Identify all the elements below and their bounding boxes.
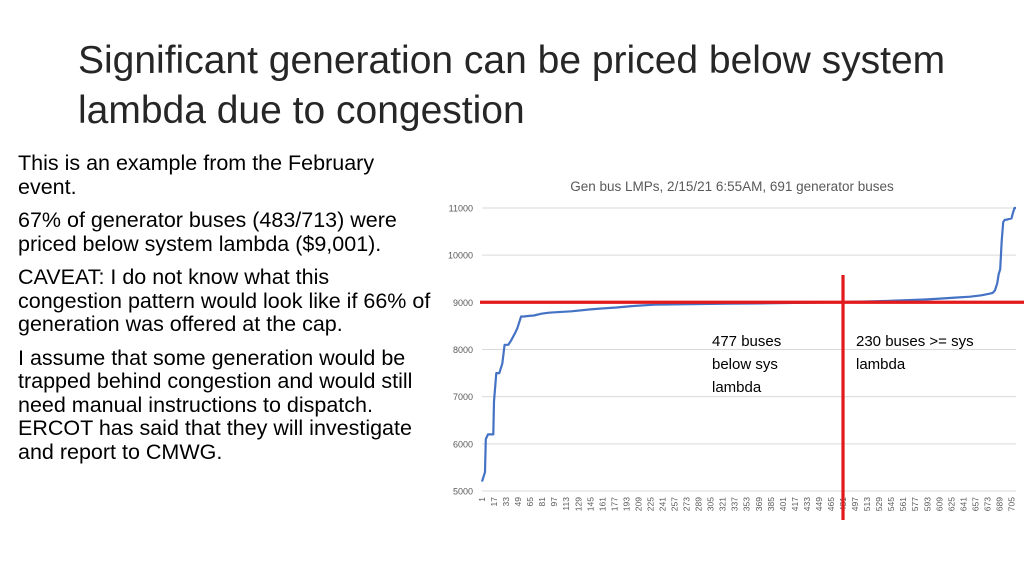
chart-svg: Gen bus LMPs, 2/15/21 6:55AM, 691 genera… [448,179,1024,520]
annotation-below-lambda: 477 buses below sys lambda [712,333,782,396]
x-tick-label: 689 [994,497,1004,511]
y-tick-label: 6000 [453,439,473,449]
x-tick-label: 577 [910,497,920,511]
x-tick-label: 17 [489,497,499,507]
y-tick-label: 5000 [453,487,473,497]
x-tick-label: 369 [754,497,764,511]
x-tick-label: 273 [682,497,692,511]
y-tick-label: 9000 [453,298,473,308]
x-tick-label: 81 [537,497,547,507]
x-tick-label: 129 [573,497,583,511]
x-tick-label: 545 [886,497,896,511]
x-tick-label: 33 [501,497,511,507]
x-tick-label: 385 [766,497,776,511]
x-tick-label: 161 [597,497,607,511]
y-tick-label: 11000 [449,204,473,214]
x-tick-label: 225 [645,497,655,511]
body-paragraph-intro: This is an example from the February eve… [18,151,375,199]
body-paragraph-stat: 67% of generator buses (483/713) were pr… [18,208,397,256]
x-tick-label: 561 [898,497,908,511]
x-tick-label: 321 [718,497,728,511]
x-tick-label: 593 [922,497,932,511]
x-tick-label: 177 [609,497,619,511]
x-tick-label: 113 [561,497,571,511]
body-paragraph-caveat: CAVEAT: I do not know what this congesti… [18,265,431,336]
x-tick-label: 145 [585,497,595,511]
annotation-above-lambda: 230 buses >= sys lambda [856,333,974,373]
x-tick-label: 497 [850,497,860,511]
x-tick-label: 337 [730,497,740,511]
x-tick-label: 673 [982,497,992,511]
chart-title: Gen bus LMPs, 2/15/21 6:55AM, 691 genera… [570,179,894,194]
series-line [480,206,1016,482]
x-tick-label: 641 [958,497,968,511]
x-tick-label: 417 [790,497,800,511]
y-tick-label: 10000 [448,251,473,261]
body-paragraph-assumption: I assume that some generation would be t… [18,345,413,464]
chart: Gen bus LMPs, 2/15/21 6:55AM, 691 genera… [440,160,1024,520]
x-tick-label: 705 [1006,497,1016,511]
x-tick-label: 433 [802,497,812,511]
x-tick-label: 193 [621,497,631,511]
x-tick-label: 257 [670,497,680,511]
y-tick-label: 7000 [453,392,473,402]
y-tick-label: 8000 [453,345,473,355]
x-tick-label: 609 [934,497,944,511]
x-tick-label: 305 [706,497,716,511]
body-text: This is an example from the February eve… [18,151,438,474]
x-tick-label: 1 [477,497,487,502]
x-tick-label: 65 [525,497,535,507]
x-tick-label: 353 [742,497,752,511]
x-tick-label: 49 [513,497,523,507]
x-tick-label: 241 [658,497,668,511]
x-tick-label: 513 [862,497,872,511]
x-tick-label: 465 [826,497,836,511]
x-tick-label: 209 [633,497,643,511]
x-tick-label: 529 [874,497,884,511]
x-tick-label: 97 [549,497,559,507]
x-tick-label: 289 [694,497,704,511]
x-tick-label: 625 [946,497,956,511]
slide-title: Significant generation can be priced bel… [78,39,946,132]
x-tick-label: 401 [778,497,788,511]
x-tick-label: 657 [970,497,980,511]
x-tick-label: 449 [814,497,824,511]
